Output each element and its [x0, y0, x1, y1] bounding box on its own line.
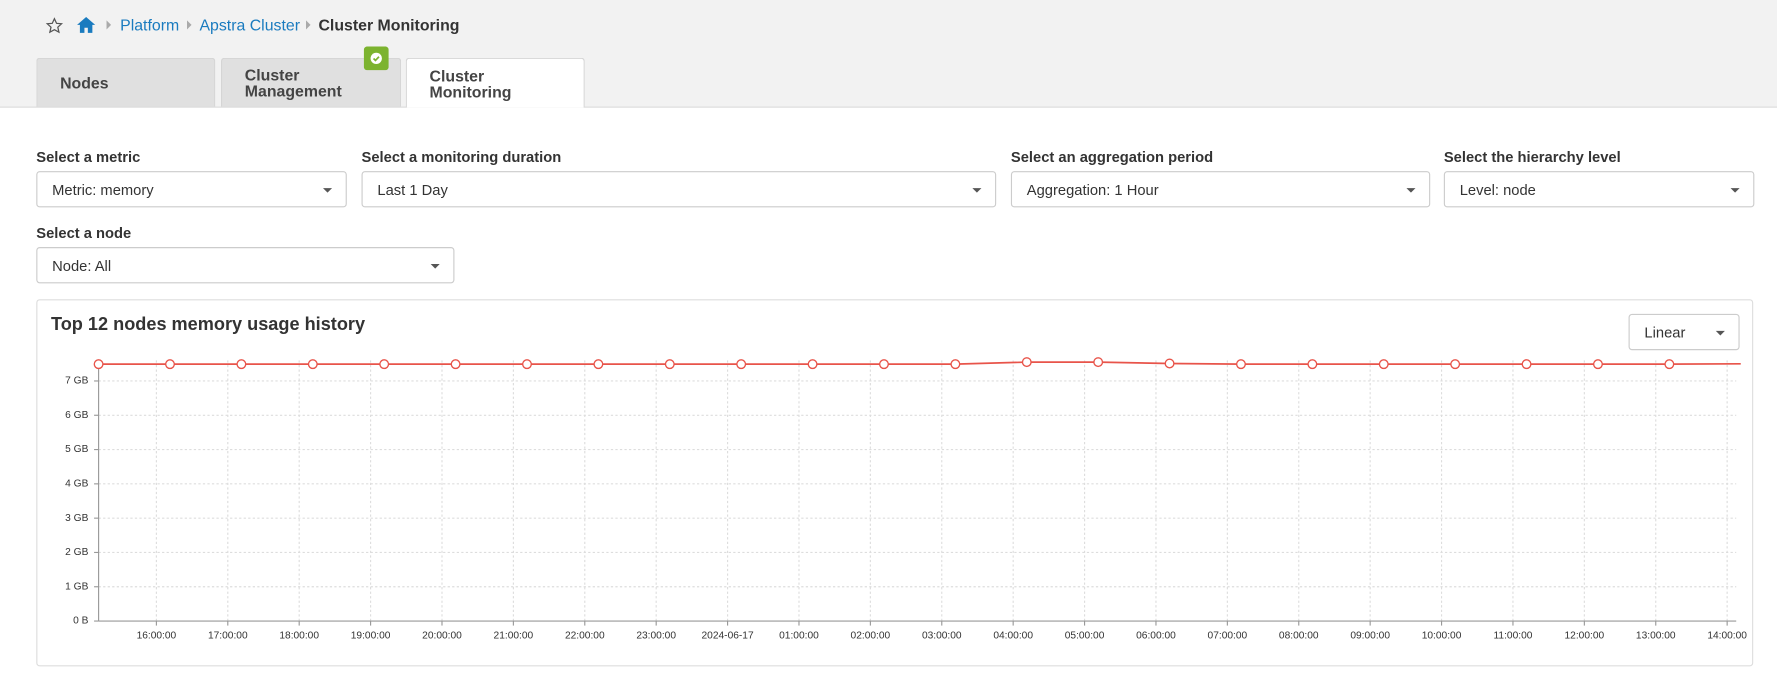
x-tick-label: 21:00:00	[494, 630, 534, 641]
x-tick-label: 13:00:00	[1636, 630, 1676, 641]
y-tick-label: 5 GB	[65, 444, 88, 455]
data-point	[593, 359, 604, 370]
x-tick-label: 02:00:00	[851, 630, 891, 641]
data-point	[307, 359, 318, 370]
data-point	[1378, 359, 1389, 370]
x-tick-label: 19:00:00	[351, 630, 391, 641]
favorite-star[interactable]	[45, 17, 64, 35]
x-tick-label: 16:00:00	[137, 630, 177, 641]
data-point	[1235, 359, 1246, 370]
x-tick-label: 08:00:00	[1279, 630, 1319, 641]
x-tick-label: 2024-06-17	[702, 630, 754, 641]
data-point	[807, 359, 818, 370]
x-tick-label: 12:00:00	[1565, 630, 1605, 641]
x-tick-label: 05:00:00	[1065, 630, 1105, 641]
status-badge	[363, 46, 389, 71]
data-point	[1521, 359, 1532, 370]
data-point	[664, 359, 675, 370]
data-point	[379, 359, 390, 370]
data-point	[878, 359, 889, 370]
x-tick-label: 01:00:00	[779, 630, 819, 641]
data-point	[521, 359, 532, 370]
x-tick-label: 18:00:00	[279, 630, 319, 641]
x-tick-label: 03:00:00	[922, 630, 962, 641]
y-tick-label: 1 GB	[65, 581, 88, 592]
filter-label: Select a node	[36, 224, 132, 242]
x-tick-label: 14:00:00	[1707, 630, 1747, 641]
tab-active[interactable]: Cluster Monitoring	[405, 57, 585, 108]
data-point	[1021, 357, 1032, 368]
x-tick-label: 06:00:00	[1136, 630, 1176, 641]
home-icon[interactable]	[76, 16, 96, 34]
chart-title: Top 12 nodes memory usage history	[50, 315, 366, 335]
y-tick-label: 4 GB	[65, 479, 88, 490]
select[interactable]: Aggregation: 1 Hour	[1010, 171, 1431, 208]
separator	[106, 20, 112, 30]
x-tick-label: 10:00:00	[1422, 630, 1462, 641]
data-point	[1592, 359, 1603, 370]
data-point	[165, 359, 175, 370]
x-tick-label: 11:00:00	[1494, 630, 1533, 641]
separator	[305, 20, 311, 30]
data-point	[1307, 359, 1318, 370]
tab[interactable]: Cluster Management	[220, 57, 402, 107]
tab[interactable]: Nodes	[36, 57, 216, 107]
x-tick-label: 04:00:00	[993, 630, 1033, 641]
x-tick-label: 09:00:00	[1350, 630, 1390, 641]
chart-card: Top 12 nodes memory usage history Linear	[36, 299, 1754, 667]
filter-label: Select a monitoring duration	[361, 148, 562, 166]
y-tick-label: 6 GB	[65, 410, 88, 421]
select[interactable]: Level: node	[1443, 171, 1755, 208]
x-tick-label: 23:00:00	[636, 630, 676, 641]
x-tick-label: 22:00:00	[565, 630, 605, 641]
breadcrumb-current: Cluster Monitoring	[318, 15, 460, 34]
data-point	[93, 359, 104, 370]
x-tick-label: 17:00:00	[208, 630, 248, 641]
filter-label: Select the hierarchy level	[1443, 148, 1621, 166]
select[interactable]: Metric: memory	[36, 171, 347, 208]
data-point	[1164, 358, 1175, 369]
data-point	[1093, 357, 1104, 368]
x-tick-label: 07:00:00	[1208, 630, 1248, 641]
data-point	[236, 359, 247, 370]
filter-label: Select a metric	[36, 148, 141, 166]
data-point	[1664, 359, 1675, 370]
y-tick-label: 3 GB	[65, 513, 88, 524]
select[interactable]: Node: All	[36, 247, 455, 284]
y-tick-label: 7 GB	[65, 376, 88, 387]
top-bar: Platform Apstra Cluster Cluster Monitori…	[0, 0, 1777, 108]
separator	[186, 20, 192, 30]
breadcrumb-link[interactable]: Apstra Cluster	[199, 15, 300, 34]
select[interactable]: Last 1 Day	[361, 171, 997, 208]
data-point	[950, 359, 961, 370]
scale-select[interactable]: Linear	[1628, 313, 1740, 351]
breadcrumb-link[interactable]: Platform	[120, 15, 180, 34]
filter-label: Select an aggregation period	[1010, 148, 1214, 166]
data-point	[1450, 359, 1461, 370]
y-tick-label: 2 GB	[65, 547, 88, 558]
series-line	[98, 361, 1741, 366]
data-point	[736, 359, 747, 370]
data-point	[450, 359, 461, 370]
x-tick-label: 20:00:00	[422, 630, 462, 641]
y-tick-label: 0 B	[73, 616, 88, 627]
